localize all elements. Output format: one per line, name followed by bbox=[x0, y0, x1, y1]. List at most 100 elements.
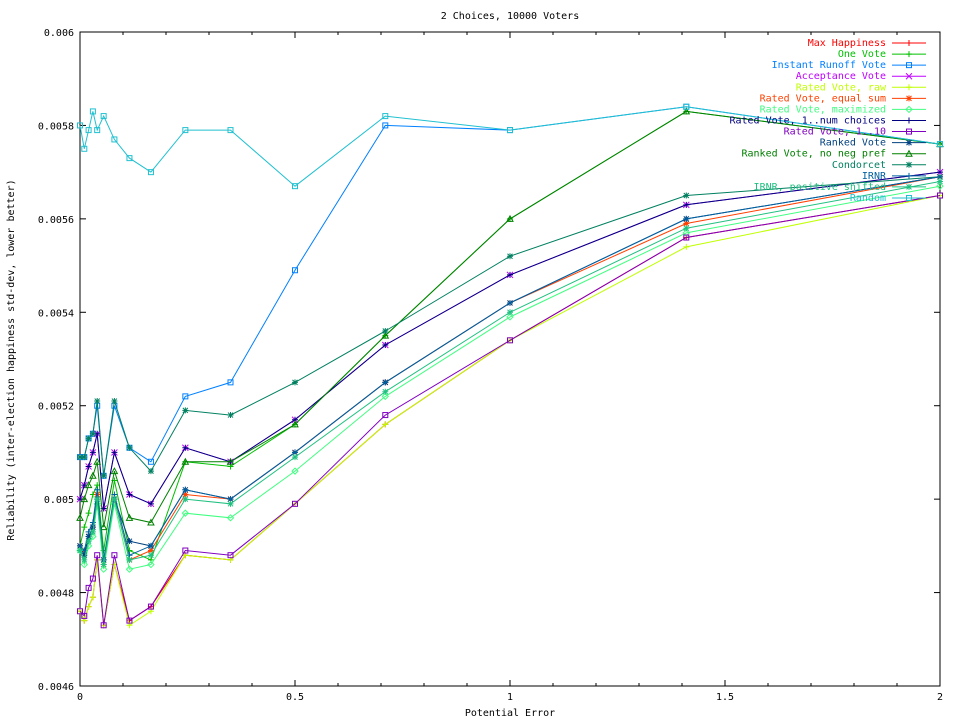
data-point bbox=[81, 552, 88, 559]
y-tick-label: 0.0052 bbox=[38, 402, 74, 413]
data-point bbox=[94, 496, 101, 503]
data-point bbox=[85, 584, 92, 591]
data-point bbox=[683, 192, 690, 199]
data-point bbox=[77, 454, 83, 461]
series-9 bbox=[77, 173, 943, 563]
data-point bbox=[382, 341, 389, 348]
data-point bbox=[182, 547, 189, 554]
data-point bbox=[89, 519, 96, 526]
data-point bbox=[292, 379, 298, 386]
y-tick-label: 0.0046 bbox=[38, 682, 74, 693]
series-5 bbox=[77, 173, 943, 568]
data-point bbox=[89, 594, 96, 601]
data-point bbox=[81, 612, 88, 619]
series-line bbox=[80, 106, 941, 476]
data-point bbox=[507, 271, 513, 278]
data-point bbox=[226, 514, 235, 522]
legend-marker bbox=[906, 194, 912, 201]
data-point bbox=[81, 454, 88, 461]
data-point bbox=[85, 127, 92, 134]
data-point bbox=[182, 496, 189, 503]
x-tick-label: 2 bbox=[937, 692, 943, 703]
series-line bbox=[79, 195, 941, 626]
legend-marker bbox=[906, 40, 912, 46]
legend-label: Rated Vote, equal sum bbox=[760, 93, 886, 104]
data-point bbox=[182, 407, 189, 414]
data-point bbox=[80, 495, 89, 503]
series-line bbox=[79, 176, 941, 560]
data-point bbox=[81, 145, 88, 152]
series-line bbox=[79, 176, 941, 565]
series-line bbox=[79, 110, 941, 561]
data-point bbox=[125, 513, 134, 521]
data-point bbox=[100, 622, 107, 629]
data-point bbox=[77, 122, 83, 129]
legend-label: Acceptance Vote bbox=[796, 71, 886, 82]
series-12 bbox=[77, 173, 943, 563]
data-point bbox=[89, 575, 96, 582]
data-point bbox=[181, 509, 190, 517]
legend-marker bbox=[906, 95, 912, 102]
data-point bbox=[94, 127, 101, 134]
data-point bbox=[683, 225, 690, 232]
data-point bbox=[85, 510, 92, 517]
chart-title: 2 Choices, 10000 Voters bbox=[441, 11, 579, 22]
data-point bbox=[292, 454, 298, 461]
data-point bbox=[94, 398, 101, 405]
legend-label: Rated Vote, 1..num choices bbox=[729, 115, 886, 126]
data-point bbox=[77, 496, 83, 503]
data-point bbox=[227, 379, 234, 386]
data-point bbox=[382, 122, 389, 129]
legend-label: Rated Vote, raw bbox=[796, 82, 887, 93]
data-point bbox=[683, 220, 690, 227]
y-axis-label: Reliability (inter-election happiness st… bbox=[6, 179, 17, 540]
data-point bbox=[382, 327, 389, 334]
data-point bbox=[147, 518, 155, 526]
data-point bbox=[93, 457, 102, 465]
data-point bbox=[84, 481, 93, 489]
data-point bbox=[683, 243, 690, 250]
legend-label: Rated Vote, 1..10 bbox=[784, 127, 886, 138]
data-point bbox=[683, 201, 690, 208]
axis-ticks: 0 0.5 1 1.5 2 0.0046 0.0048 0.005 0.0052 0.0054 0.… bbox=[38, 28, 943, 703]
data-point bbox=[682, 107, 691, 115]
x-tick-label: 0 bbox=[77, 692, 83, 703]
data-point bbox=[81, 556, 88, 563]
series-line bbox=[79, 106, 941, 187]
data-point bbox=[89, 449, 96, 456]
data-series bbox=[76, 103, 944, 629]
legend-marker bbox=[906, 172, 912, 179]
data-point bbox=[126, 617, 133, 624]
data-point bbox=[507, 309, 513, 316]
data-point bbox=[507, 337, 513, 344]
data-point bbox=[683, 103, 690, 110]
data-point bbox=[76, 513, 84, 521]
data-point bbox=[125, 565, 134, 573]
data-point bbox=[147, 547, 154, 554]
data-point bbox=[126, 556, 133, 563]
data-point bbox=[936, 182, 944, 190]
data-point bbox=[99, 523, 108, 531]
data-point bbox=[89, 430, 96, 437]
x-tick-label: 1 bbox=[507, 692, 513, 703]
data-point bbox=[89, 528, 96, 535]
series-2 bbox=[77, 103, 943, 479]
data-point bbox=[94, 552, 101, 559]
data-point bbox=[227, 500, 234, 507]
data-point bbox=[506, 214, 514, 222]
data-point bbox=[126, 538, 133, 545]
legend-label: IRNR, positive shifted bbox=[754, 182, 886, 193]
data-point bbox=[89, 471, 97, 479]
data-point bbox=[147, 542, 154, 549]
series-line bbox=[79, 185, 941, 570]
data-point bbox=[182, 444, 189, 451]
data-point bbox=[507, 299, 513, 306]
data-point bbox=[291, 467, 299, 475]
legend-label: IRNR bbox=[862, 171, 887, 182]
legend-marker bbox=[906, 161, 912, 168]
data-point bbox=[85, 533, 92, 540]
data-point bbox=[100, 472, 107, 479]
data-point bbox=[382, 379, 389, 386]
series-line bbox=[79, 195, 941, 626]
